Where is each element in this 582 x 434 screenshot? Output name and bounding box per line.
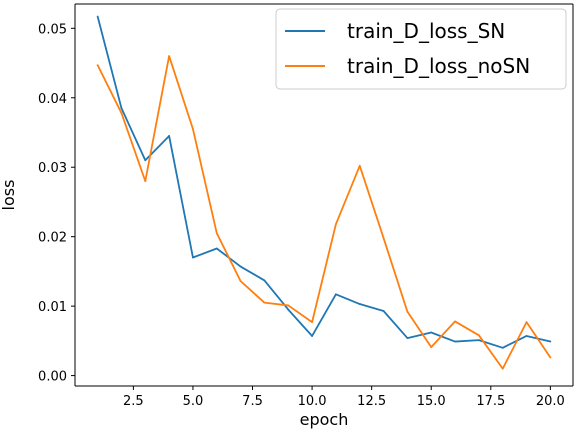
data-point (168, 135, 171, 137)
data-point (382, 237, 385, 239)
x-axis-title: epoch (300, 410, 349, 429)
data-point (96, 64, 99, 67)
data-point (549, 340, 552, 343)
x-ticks: 2.5 5.0 7.5 10.0 12.5 15.0 17.5 20.0 (123, 386, 565, 409)
data-point (525, 321, 528, 323)
y-tick-label: 0.01 (38, 300, 67, 315)
data-point (358, 164, 361, 167)
series-line-0 (96, 16, 551, 349)
data-point (215, 247, 218, 250)
x-tick-label: 15.0 (417, 394, 446, 409)
data-point (263, 301, 266, 304)
data-point (477, 339, 480, 342)
data-point (406, 310, 409, 313)
x-tick-label: 12.5 (357, 394, 386, 409)
legend: train_D_loss_SN train_D_loss_noSN (275, 8, 567, 90)
data-point (192, 256, 194, 259)
data-point (335, 293, 337, 296)
data-point (501, 367, 504, 370)
y-tick-label: 0.03 (38, 161, 67, 176)
data-point (525, 335, 528, 337)
legend-label-sn: train_D_loss_SN (347, 19, 505, 43)
data-point (454, 320, 456, 323)
data-point (287, 308, 290, 311)
data-point (549, 356, 552, 359)
data-point (287, 304, 290, 307)
y-tick-label: 0.04 (38, 92, 67, 107)
data-point (335, 223, 337, 226)
data-point (430, 331, 433, 334)
y-tick-label: 0.05 (38, 22, 67, 37)
data-point (96, 15, 99, 18)
x-tick-label: 5.0 (183, 394, 204, 409)
series-line-1 (96, 55, 552, 370)
x-tick-label: 10.0 (298, 394, 327, 409)
y-tick-label: 0.02 (38, 231, 67, 246)
x-tick-label: 20.0 (536, 394, 565, 409)
data-point (501, 346, 504, 349)
y-axis-title: loss (0, 180, 18, 211)
data-point (192, 128, 194, 130)
data-point (120, 107, 123, 110)
data-point (120, 112, 123, 114)
data-point (263, 279, 266, 282)
data-point (239, 265, 242, 268)
data-point (477, 334, 480, 337)
data-point (406, 337, 409, 339)
data-point (311, 335, 313, 337)
data-point (215, 232, 218, 235)
legend-label-nosn: train_D_loss_noSN (347, 54, 530, 78)
data-point (358, 303, 361, 305)
data-point (311, 321, 313, 323)
data-point (430, 346, 433, 349)
series-layer (96, 15, 552, 370)
data-point (382, 310, 385, 312)
x-tick-label: 7.5 (242, 394, 263, 409)
data-point (144, 159, 147, 162)
y-tick-label: 0.00 (38, 370, 67, 385)
data-point (454, 340, 456, 343)
x-tick-label: 17.5 (476, 394, 505, 409)
data-point (144, 180, 147, 183)
x-tick-label: 2.5 (123, 394, 144, 409)
data-point (168, 55, 171, 57)
axes-layer (74, 3, 574, 387)
y-ticks: 0.00 0.01 0.02 0.03 0.04 0.05 (38, 22, 75, 385)
data-point (239, 280, 242, 283)
legend-frame (275, 8, 567, 90)
